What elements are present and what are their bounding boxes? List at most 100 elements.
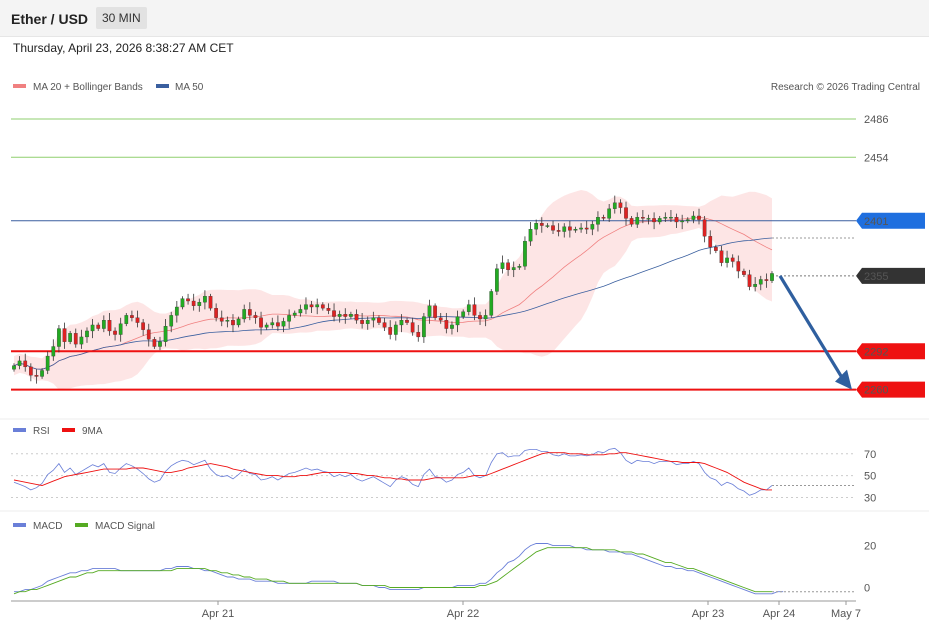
candle-body xyxy=(259,317,263,328)
candle-body xyxy=(68,333,72,342)
candle-body xyxy=(714,246,718,251)
candle-body xyxy=(405,320,409,323)
macd-signal-legend-swatch xyxy=(75,523,88,527)
candle-body xyxy=(551,225,555,231)
bollinger-band-fill xyxy=(14,190,772,390)
x-tick-label: Apr 22 xyxy=(447,608,479,620)
candle-body xyxy=(332,310,336,317)
candle-body xyxy=(388,327,393,335)
candle-body xyxy=(326,308,331,311)
candle-body xyxy=(264,324,269,328)
candle-body xyxy=(506,262,510,271)
rsi-tick-label: 70 xyxy=(864,449,876,461)
candle-body xyxy=(186,298,190,302)
candle-body xyxy=(618,202,623,208)
ma50-line xyxy=(13,237,773,370)
candle-body xyxy=(584,227,589,230)
timeframe-badge[interactable]: 30 MIN xyxy=(96,7,147,29)
candle-body xyxy=(579,227,583,230)
x-tick-label: Apr 23 xyxy=(692,608,724,620)
candle-body xyxy=(208,296,213,309)
candle-body xyxy=(73,333,78,345)
candle-body xyxy=(270,322,275,326)
candle-body xyxy=(118,323,123,335)
last-price-tag xyxy=(856,267,925,284)
candle-body xyxy=(624,207,628,219)
rsi-tick-label: 50 xyxy=(864,471,876,483)
macd-legend-swatch xyxy=(13,523,26,527)
candle-body xyxy=(500,262,505,269)
pivot-label: 2401 xyxy=(864,216,888,228)
candle-body xyxy=(203,296,207,303)
candle-body xyxy=(612,202,617,209)
candle-body xyxy=(337,314,342,317)
ma50-legend-swatch xyxy=(156,84,169,88)
ma20-legend-label: MA 20 + Bollinger Bands xyxy=(33,82,143,93)
candle-body xyxy=(697,215,701,220)
macd-tick-label: 0 xyxy=(864,583,870,595)
candle-body xyxy=(422,316,426,338)
support-1-tag xyxy=(856,343,925,360)
chart-header: Ether / USD 30 MIN xyxy=(0,0,929,37)
candles xyxy=(12,195,774,384)
candle-body xyxy=(629,218,634,225)
candle-body xyxy=(528,229,533,242)
candle-body xyxy=(253,315,258,318)
candle-body xyxy=(197,302,202,306)
candle-body xyxy=(517,266,522,268)
macd-signal-legend-label: MACD Signal xyxy=(95,521,155,532)
candle-body xyxy=(747,274,752,287)
candle-body xyxy=(770,273,774,281)
candle-body xyxy=(438,317,443,321)
candle-body xyxy=(349,314,353,317)
candle-body xyxy=(360,320,364,324)
candle-body xyxy=(309,304,314,308)
candle-body xyxy=(545,225,550,227)
candle-body xyxy=(596,217,600,225)
candle-body xyxy=(410,322,415,333)
candle-body xyxy=(113,330,117,335)
candle-body xyxy=(641,217,645,219)
ma20-line xyxy=(13,216,773,370)
candle-body xyxy=(708,236,713,248)
support-2-label: 2260 xyxy=(864,385,888,397)
x-tick-label: Apr 21 xyxy=(202,608,234,620)
candle-body xyxy=(736,261,741,272)
candle-body xyxy=(601,217,606,219)
candle-body xyxy=(247,309,252,316)
candle-body xyxy=(320,304,325,309)
candle-body xyxy=(130,315,134,318)
candle-body xyxy=(483,315,488,320)
macd-signal-line xyxy=(13,547,772,595)
candle-body xyxy=(124,315,129,324)
candle-body xyxy=(242,309,247,320)
candle-body xyxy=(180,298,185,308)
candle-body xyxy=(152,339,157,347)
candle-body xyxy=(691,215,696,220)
candle-body xyxy=(371,317,376,321)
candle-body xyxy=(416,331,421,338)
candle-body xyxy=(135,317,140,323)
candle-body xyxy=(225,320,230,322)
last-price-label: 2355 xyxy=(864,271,888,283)
candle-body xyxy=(539,223,544,226)
candle-body xyxy=(399,320,404,326)
candle-body xyxy=(742,270,746,275)
candle-body xyxy=(169,315,174,327)
resistance-1-label: 2454 xyxy=(864,152,888,164)
candle-body xyxy=(523,240,527,267)
symbol-title: Ether / USD xyxy=(11,11,89,27)
candle-body xyxy=(191,300,196,306)
candle-body xyxy=(281,321,286,327)
candle-body xyxy=(79,336,84,345)
rsi-ma-legend-label: 9MA xyxy=(82,426,103,437)
candle-body xyxy=(219,317,224,322)
copyright-label: Research © 2026 Trading Central xyxy=(771,82,920,93)
candle-body xyxy=(702,219,707,237)
candle-body xyxy=(158,341,162,347)
candle-body xyxy=(343,314,348,317)
candle-body xyxy=(236,318,241,326)
candle-body xyxy=(174,306,179,316)
candle-body xyxy=(573,229,578,231)
rsi-line xyxy=(13,447,773,496)
